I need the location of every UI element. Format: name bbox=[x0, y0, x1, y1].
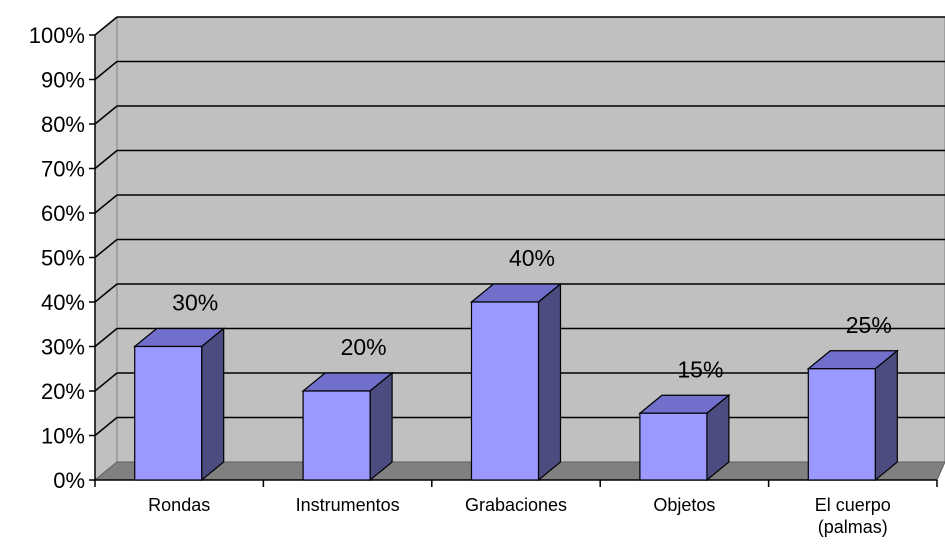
gridline-side bbox=[94, 372, 118, 392]
bar-front bbox=[639, 412, 708, 481]
category-label: Objetos bbox=[653, 495, 715, 515]
bar-side bbox=[537, 282, 562, 482]
y-tick-label: 30% bbox=[41, 335, 85, 360]
y-tick-label: 90% bbox=[41, 68, 85, 93]
category-label: Instrumentos bbox=[296, 495, 400, 515]
gridline-side bbox=[94, 105, 118, 125]
bar bbox=[638, 393, 731, 482]
gridline-side bbox=[94, 283, 118, 303]
bar-side bbox=[874, 349, 898, 482]
y-tick-label: 80% bbox=[41, 112, 85, 137]
bar bbox=[469, 282, 563, 482]
data-label: 40% bbox=[509, 245, 555, 271]
y-tick-label: 70% bbox=[41, 157, 85, 182]
bar-side bbox=[201, 327, 225, 482]
category-label: (palmas) bbox=[818, 517, 888, 537]
category-label: Rondas bbox=[148, 495, 210, 515]
bar-front bbox=[134, 345, 203, 481]
bar-side bbox=[369, 371, 393, 482]
gridline-side bbox=[94, 60, 118, 81]
y-tick-label: 20% bbox=[41, 379, 85, 404]
y-tick-labels: 0% 10% 20% 30% 40% 50% 60% 70% 80% 90% 100% bbox=[29, 23, 85, 493]
bar-front bbox=[302, 390, 371, 481]
y-tick-label: 50% bbox=[41, 246, 85, 271]
data-label: 20% bbox=[341, 334, 387, 360]
y-tick-label: 10% bbox=[41, 424, 85, 449]
y-tick-label: 40% bbox=[41, 290, 85, 315]
y-tick-label: 100% bbox=[29, 23, 85, 48]
bar bbox=[806, 349, 899, 482]
data-label: 15% bbox=[677, 356, 723, 382]
data-labels: 30% 20% 40% 15% 25% bbox=[172, 245, 892, 382]
gridline-side bbox=[94, 194, 118, 214]
gridline-side bbox=[94, 327, 118, 348]
gridline-side bbox=[94, 16, 118, 36]
data-label: 25% bbox=[846, 312, 892, 338]
category-label: El cuerpo bbox=[815, 495, 891, 515]
gridline-side bbox=[94, 238, 118, 259]
bar-front bbox=[470, 301, 540, 481]
gridline-side bbox=[94, 149, 118, 170]
category-label: Grabaciones bbox=[465, 495, 567, 515]
y-tick-label: 0% bbox=[53, 468, 85, 493]
y-tick-label: 60% bbox=[41, 201, 85, 226]
bar bbox=[133, 327, 226, 482]
bar bbox=[301, 371, 394, 482]
bars bbox=[133, 282, 899, 482]
category-labels: Rondas Instrumentos Grabaciones Objetos El c… bbox=[148, 495, 891, 537]
data-label: 30% bbox=[172, 290, 218, 316]
gridline-side bbox=[94, 416, 118, 437]
bar-front bbox=[807, 368, 876, 481]
